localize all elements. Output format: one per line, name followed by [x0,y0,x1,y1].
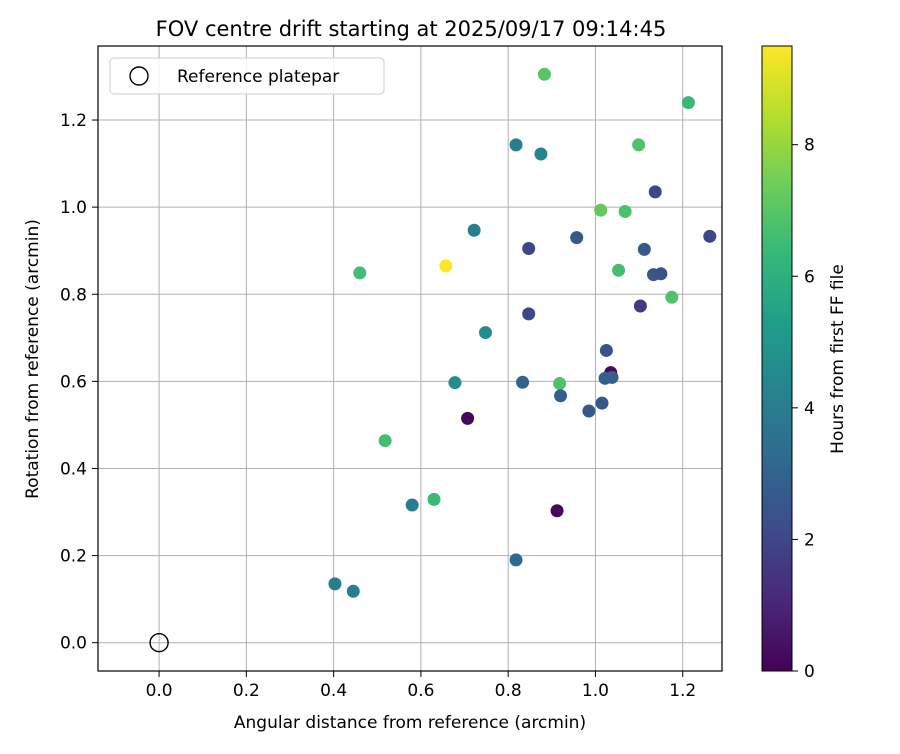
data-point [509,138,523,152]
data-point [594,203,608,217]
data-point [654,267,668,281]
reference-platepar-marker [149,632,169,653]
data-point [665,290,679,304]
data-point [582,404,596,418]
data-point [553,377,567,391]
data-point [605,370,619,384]
data-point [522,242,536,256]
data-point [405,498,419,512]
x-tick-label: 1.2 [669,681,696,701]
colorbar-tick-label: 4 [804,399,815,419]
data-point [550,504,564,518]
y-tick-label: 0.6 [60,372,87,392]
data-point [618,205,632,219]
x-axis-label: Angular distance from reference (arcmin) [234,713,586,733]
data-point [448,376,462,390]
x-tick-label: 0.8 [495,681,522,701]
legend-box [109,57,385,95]
axis-ticks: 0.0 0.2 0.4 0.6 0.8 1.0 1.2 0.0 0.2 0.4 0.6 0.8 1.0 1… [60,111,696,701]
legend-marker-circle [129,66,149,86]
data-point [595,396,609,410]
data-point [522,307,536,321]
chart-title: FOV centre drift starting at 2025/09/17 … [156,17,667,41]
data-point [516,375,530,389]
x-tick-label: 0.4 [320,681,347,701]
data-point [554,389,568,403]
reference-layer [149,632,169,653]
data-point [346,584,360,598]
data-point [612,263,626,277]
colorbar: 0 2 4 6 8 Hours from first FF file [761,45,848,682]
x-tick-label: 0.2 [233,681,260,701]
data-point [570,231,584,245]
data-point [478,326,492,340]
data-point [427,492,441,506]
data-point [378,434,392,448]
data-point [648,185,662,199]
data-point [467,223,481,237]
data-points [328,67,717,598]
data-point [703,229,717,243]
y-tick-label: 1.0 [60,198,87,218]
data-point [681,96,695,110]
data-point [633,299,647,313]
x-tick-label: 0.0 [146,681,173,701]
y-tick-label: 0.4 [60,459,87,479]
data-point [534,147,548,161]
colorbar-label: Hours from first FF file [828,264,848,454]
data-point [461,411,475,425]
colorbar-tick-label: 0 [804,662,815,682]
y-tick-label: 0.2 [60,547,87,567]
y-tick-label: 0.0 [60,634,87,654]
data-point [509,553,523,567]
colorbar-gradient [761,45,793,672]
data-point [328,577,342,591]
colorbar-ticks: 0 2 4 6 8 [792,136,815,682]
legend-entry-label: Reference platepar [177,67,339,87]
y-tick-label: 1.2 [60,111,87,131]
data-point [632,138,646,152]
data-point [537,67,551,81]
data-point [353,266,367,280]
x-tick-label: 1.0 [582,681,609,701]
data-point [439,259,453,273]
legend[interactable]: Reference platepar [109,57,385,95]
grid [98,46,722,671]
data-point [637,242,651,256]
colorbar-tick-label: 8 [804,136,815,156]
colorbar-tick-label: 2 [804,530,815,550]
x-tick-label: 0.6 [407,681,434,701]
plot-frame [97,45,723,672]
y-axis-label: Rotation from reference (arcmin) [23,219,43,499]
colorbar-tick-label: 6 [804,267,815,287]
data-point [599,343,613,357]
y-tick-label: 0.8 [60,285,87,305]
